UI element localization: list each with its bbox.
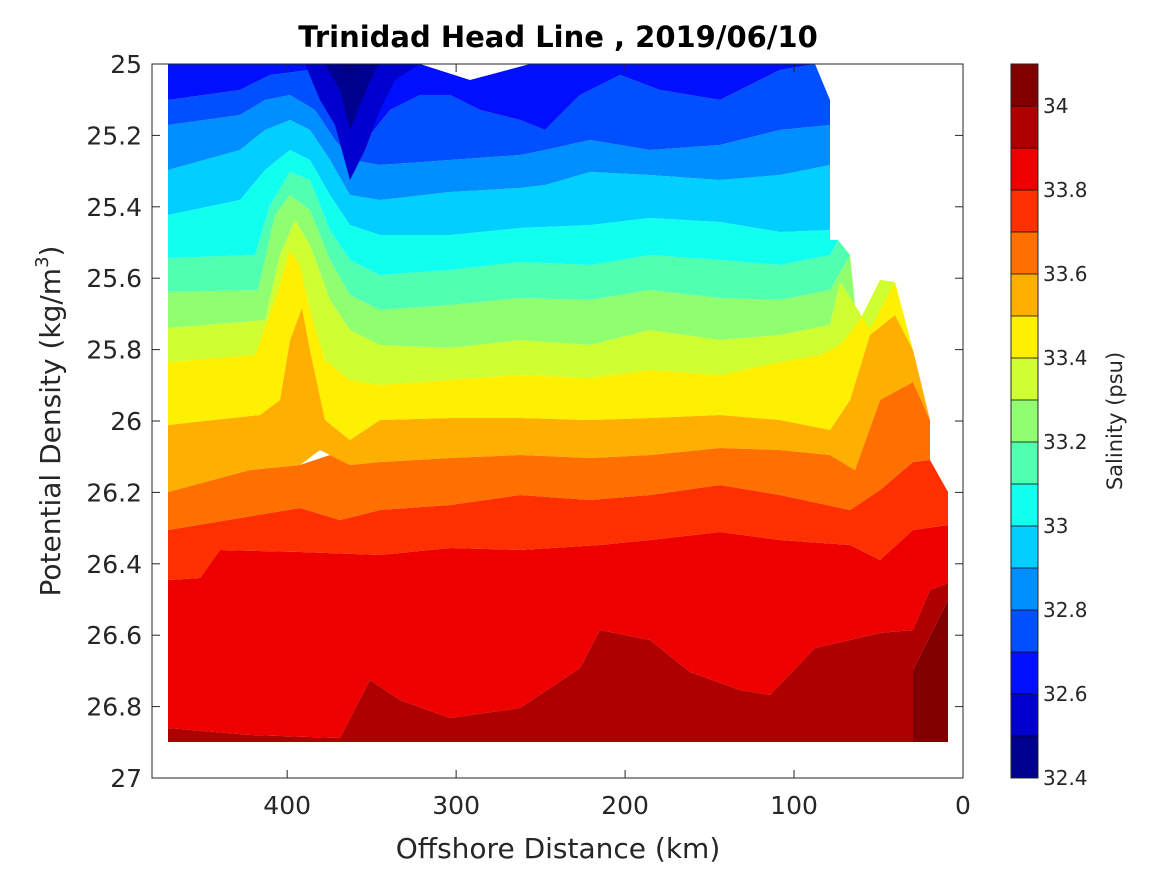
- band-33-6: [168, 308, 930, 492]
- colorbar-swatch: [1011, 148, 1038, 190]
- colorbar-frame: [1010, 63, 1039, 779]
- y-axis-label-sup: 3: [32, 256, 53, 267]
- colorbar: [1011, 64, 1038, 779]
- colorbar-tick-label: 32.6: [1043, 682, 1088, 706]
- colorbar-swatch: [1011, 610, 1038, 652]
- colorbar-tick-label: 33.8: [1043, 178, 1088, 202]
- colorbar-swatch: [1011, 442, 1038, 484]
- y-axis: 25 25.2 25.4 25.6 25.8 26 26.2 26.4 26.6 26.8 27: [86, 50, 963, 793]
- band-33-3: [168, 195, 855, 348]
- colorbar-swatch: [1011, 484, 1038, 526]
- colorbar-label: Salinity (psu): [1103, 352, 1127, 490]
- colorbar-tick-label: 32.8: [1043, 598, 1088, 622]
- x-tick-label: 400: [263, 791, 311, 820]
- x-tick-label: 300: [432, 791, 480, 820]
- y-tick-label: 26.4: [86, 550, 142, 579]
- x-tick-label: 200: [601, 791, 649, 820]
- band-32-6: [305, 64, 420, 180]
- colorbar-tick-label: 33: [1043, 514, 1068, 538]
- y-tick-label: 25.4: [86, 193, 142, 222]
- colorbar-swatch: [1011, 190, 1038, 232]
- band-33-2: [168, 172, 850, 310]
- x-tick-label: 0: [955, 791, 971, 820]
- band-32-4: [340, 64, 360, 78]
- y-tick-label: 26: [110, 407, 142, 436]
- x-tick-label: 100: [770, 791, 818, 820]
- colorbar-tick-label: 34: [1043, 94, 1068, 118]
- colorbar-tick-label: 33.6: [1043, 262, 1088, 286]
- colorbar-swatch: [1011, 232, 1038, 274]
- chart-title: Trinidad Head Line , 2019/06/10: [298, 20, 818, 54]
- y-tick-label: 26.8: [86, 693, 142, 722]
- x-axis: 400 300 200 100 0: [263, 64, 971, 820]
- x-axis-label: Offshore Distance (km): [396, 832, 721, 865]
- band-33-9: [168, 525, 948, 738]
- colorbar-swatch: [1011, 274, 1038, 316]
- y-tick-label: 25.2: [86, 121, 142, 150]
- colorbar-swatch: [1011, 358, 1038, 400]
- colorbar-swatch: [1011, 316, 1038, 358]
- colorbar-tick-label: 32.4: [1043, 766, 1088, 790]
- colorbar-tick-label: 33.2: [1043, 430, 1088, 454]
- band-34-0: [168, 583, 948, 742]
- colorbar-swatch: [1011, 652, 1038, 694]
- band-33-4: [168, 220, 895, 385]
- colorbar-swatch: [1011, 694, 1038, 736]
- contour-fill: [168, 64, 948, 742]
- colorbar-swatch: [1011, 106, 1038, 148]
- band-33-8: [168, 460, 948, 580]
- colorbar-swatch: [1011, 568, 1038, 610]
- colorbar-swatch: [1011, 400, 1038, 442]
- band-32-9: [168, 95, 830, 200]
- y-axis-label-main: Potential Density (kg/m: [34, 268, 67, 597]
- y-tick-label: 25.6: [86, 264, 142, 293]
- colorbar-swatch: [1011, 526, 1038, 568]
- band-33-0: [168, 120, 830, 235]
- band-33-1: [168, 150, 838, 275]
- band-33-7: [168, 382, 930, 530]
- y-tick-label: 26.6: [86, 621, 142, 650]
- band-32-5: [325, 64, 380, 130]
- band-32-8: [168, 64, 830, 165]
- y-tick-label: 27: [110, 764, 142, 793]
- y-axis-label-close: ): [34, 246, 67, 257]
- colorbar-tick-label: 33.4: [1043, 346, 1088, 370]
- y-tick-label: 26.2: [86, 478, 142, 507]
- y-tick-label: 25.8: [86, 336, 142, 365]
- y-tick-label: 25: [110, 50, 142, 79]
- colorbar-swatch: [1011, 64, 1038, 106]
- y-axis-label: Potential Density (kg/m3): [32, 246, 67, 597]
- colorbar-axis: 32.4 32.6 32.8 33 33.2 33.4 33.6 33.8 34: [1033, 94, 1088, 790]
- colorbar-swatch: [1011, 736, 1038, 778]
- band-33-5: [168, 250, 913, 440]
